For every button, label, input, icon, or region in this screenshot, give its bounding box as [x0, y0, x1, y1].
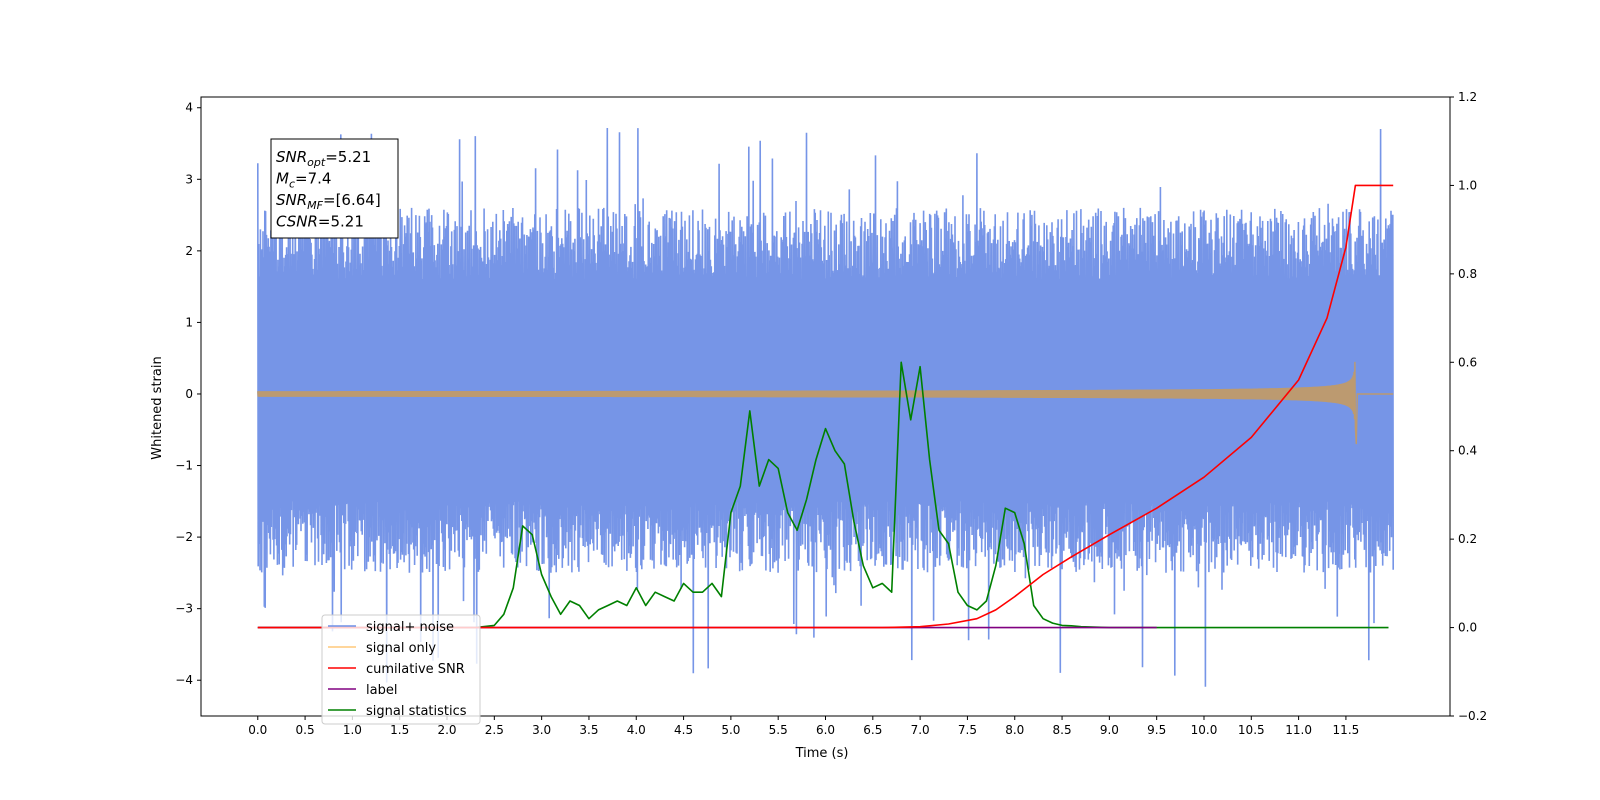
- x-tick-label: 6.0: [816, 723, 835, 737]
- legend-entry: cumilative SNR: [366, 662, 465, 677]
- x-tick-label: 6.5: [863, 723, 882, 737]
- x-tick-label: 10.0: [1191, 723, 1218, 737]
- y-right-tick-label: 0.0: [1458, 621, 1477, 635]
- legend-entry: signal statistics: [366, 704, 467, 719]
- y-left-tick-label: 4: [185, 101, 193, 115]
- y-left-tick-label: −4: [175, 673, 193, 687]
- y-right-tick-label: 0.6: [1458, 355, 1477, 369]
- x-tick-label: 5.5: [769, 723, 788, 737]
- legend: signal+ noise signal only cumilative SNR la…: [321, 614, 481, 725]
- y-right-tick-label: 0.2: [1458, 532, 1477, 546]
- legend-frame: [321, 614, 481, 725]
- x-tick-label: 7.0: [911, 723, 930, 737]
- x-tick-label: 8.0: [1005, 723, 1024, 737]
- x-tick-label: 9.0: [1100, 723, 1119, 737]
- x-tick-label: 2.5: [485, 723, 504, 737]
- y-right-tick-label: 0.8: [1458, 267, 1477, 281]
- x-tick-label: 10.5: [1238, 723, 1265, 737]
- x-tick-label: 5.0: [721, 723, 740, 737]
- y-left-tick-label: 2: [185, 244, 193, 258]
- x-tick-label: 3.5: [579, 723, 598, 737]
- series-signal-statistics: [257, 361, 1389, 629]
- y-axis-label: Whitened strain: [150, 356, 165, 459]
- y-right-tick-label: 0.4: [1458, 444, 1477, 458]
- y-right-tick-label: 1.0: [1458, 178, 1477, 192]
- x-tick-label: 3.0: [532, 723, 551, 737]
- x-tick-label: 7.5: [958, 723, 977, 737]
- series-layer: [257, 127, 1394, 687]
- x-tick-label: 9.5: [1147, 723, 1166, 737]
- series-cumulative-snr: [257, 184, 1394, 629]
- y-left-tick-label: 3: [185, 172, 193, 186]
- x-tick-label: 2.0: [437, 723, 456, 737]
- annotation-frame: [270, 138, 399, 239]
- x-tick-label: 4.5: [674, 723, 693, 737]
- series-signal-only: [257, 361, 1394, 445]
- y-left-tick-label: 1: [185, 315, 193, 329]
- x-tick-label: 11.0: [1285, 723, 1312, 737]
- x-tick-label: 1.5: [390, 723, 409, 737]
- annotation-line: CSNR=5.21: [276, 213, 364, 231]
- annotation-line: SNRMF=[6.64]: [276, 191, 381, 212]
- y-right-tick-label: −0.2: [1458, 709, 1487, 723]
- y-right-tick-label: 1.2: [1458, 90, 1477, 104]
- annotation-line: Mc=7.4: [276, 170, 331, 191]
- x-tick-label: 0.5: [296, 723, 315, 737]
- series-signal-noise: [257, 127, 1394, 687]
- x-tick-label: 4.0: [627, 723, 646, 737]
- x-tick-label: 0.0: [248, 723, 267, 737]
- y-left-tick-label: 0: [185, 387, 193, 401]
- y-left-tick-label: −1: [175, 459, 193, 473]
- y-axis-left: −4 −3 −2 −1 0 1 2 3 4: [175, 101, 201, 687]
- y-axis-right: −0.2 0.0 0.2 0.4 0.6 0.8 1.0 1.2: [1450, 90, 1487, 723]
- x-tick-label: 11.5: [1333, 723, 1360, 737]
- y-left-tick-label: −2: [175, 530, 193, 544]
- x-axis: 0.0 0.5 1.0 1.5 2.0 2.5 3.0 3.5 4.0 4.5 5.0 5.5 6.0 6…: [248, 716, 1359, 737]
- x-tick-label: 8.5: [1053, 723, 1072, 737]
- x-tick-label: 1.0: [343, 723, 362, 737]
- x-axis-label: Time (s): [795, 746, 849, 761]
- y-left-tick-label: −3: [175, 602, 193, 616]
- legend-entry: signal+ noise: [366, 620, 454, 635]
- legend-entry: label: [366, 683, 397, 698]
- annotation-line: SNRopt=5.21: [276, 148, 371, 169]
- legend-entry: signal only: [366, 641, 436, 656]
